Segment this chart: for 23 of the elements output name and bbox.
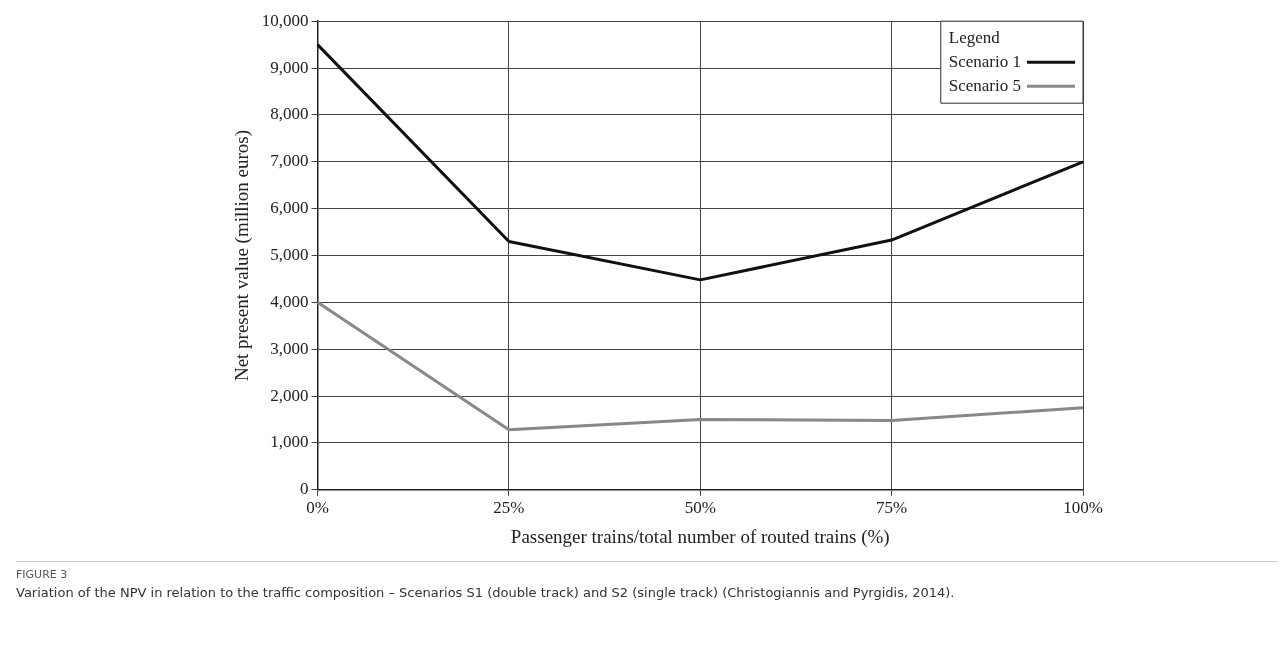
y-tick-label: 8,000	[270, 104, 309, 124]
legend-label: Scenario 5	[948, 75, 1022, 95]
legend-title: Legend	[948, 27, 1001, 47]
x-axis-title: Passenger trains/total number of routed trains (%)	[510, 525, 890, 548]
y-tick-label: 7,000	[270, 151, 309, 171]
y-tick-label: 1,000	[270, 432, 309, 452]
y-tick-label: 9,000	[270, 57, 309, 77]
y-tick-label: 0	[300, 479, 309, 499]
x-tick-label: 75%	[876, 498, 908, 518]
y-tick-label: 2,000	[270, 385, 309, 405]
y-axis-title: Net present value (million euros)	[231, 129, 254, 382]
x-tick-label: 100%	[1063, 498, 1103, 518]
y-tick-label: 6,000	[270, 198, 309, 218]
caption: FIGURE 3	[16, 568, 69, 581]
legend-label: Scenario 1	[948, 51, 1022, 71]
y-tick-label: 4,000	[270, 291, 309, 311]
y-tick-label: 10,000	[261, 10, 309, 30]
text: Variation of the NPV in relation to the traffic composition – Scenarios S1 (double track) and S2 (single track) (Christogiannis and Pyrgidis, 2014).	[16, 585, 956, 600]
x-tick-label: 50%	[684, 498, 716, 518]
y-tick-label: 3,000	[270, 338, 309, 358]
x-tick-label: 25%	[493, 498, 525, 518]
x-tick-label: 0%	[306, 498, 329, 518]
y-tick-label: 5,000	[270, 244, 309, 264]
